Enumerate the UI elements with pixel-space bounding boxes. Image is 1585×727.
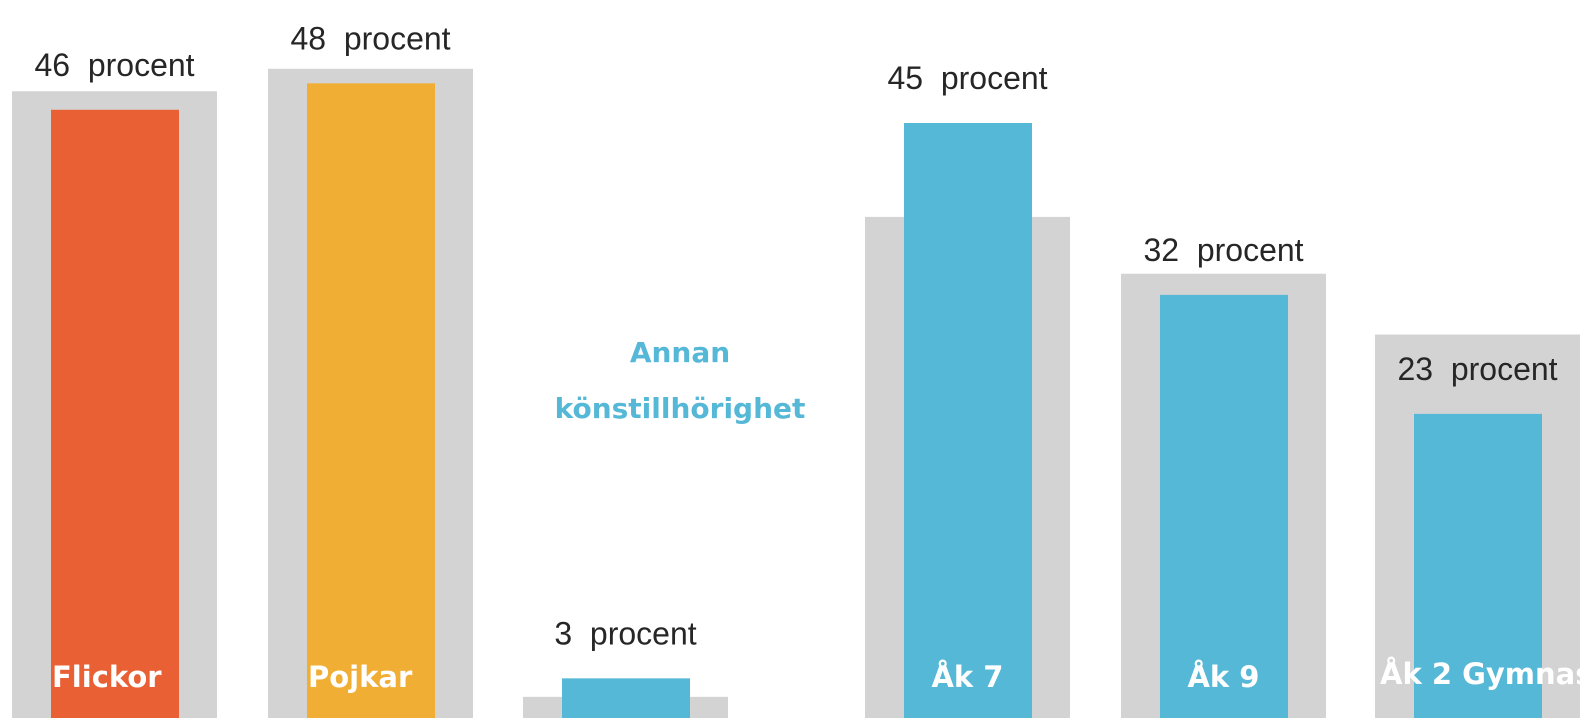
category-label: Åk 2 Gymnasiet (1380, 657, 1585, 691)
category-label-box: Annan könstillhörighet (554, 336, 806, 425)
category-label: Åk 7 (931, 660, 1003, 694)
value-label: 32 procent (1143, 232, 1303, 268)
value-label: 3 procent (554, 615, 696, 651)
category-label: Flickor (52, 660, 162, 694)
bar (307, 83, 435, 719)
bar (1414, 413, 1542, 718)
category-label: Annan könstillhörighet (554, 336, 806, 425)
bar (51, 109, 179, 719)
value-label: 48 procent (290, 20, 450, 56)
category-label: Åk 9 (1187, 660, 1259, 694)
value-label: 45 procent (887, 60, 1047, 96)
value-label: 23 procent (1397, 351, 1557, 387)
bar (904, 123, 1032, 718)
bar (562, 678, 690, 718)
value-label: 46 procent (34, 47, 194, 83)
bar (1160, 294, 1288, 718)
category-label: Pojkar (308, 660, 413, 694)
